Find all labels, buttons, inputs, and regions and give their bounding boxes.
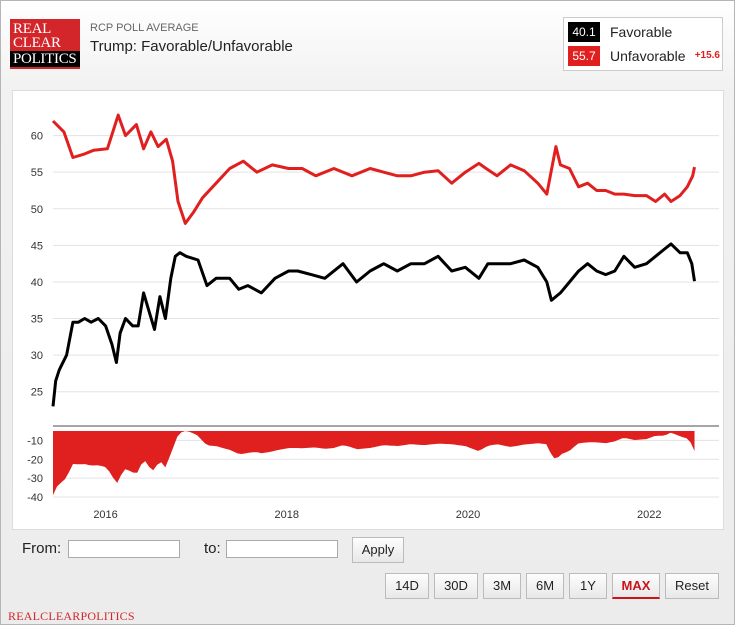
reset-button[interactable]: Reset [665, 573, 719, 599]
rcp-logo: REAL CLEAR POLITICS [10, 19, 80, 69]
chart-title: Trump: Favorable/Unfavorable [90, 38, 293, 55]
spread-tick-label: -20 [27, 454, 43, 466]
y-tick-label: 50 [31, 204, 43, 216]
range-14d-button[interactable]: 14D [385, 573, 429, 599]
x-tick-label: 2018 [275, 509, 299, 521]
legend-row-favorable[interactable]: 40.1 Favorable [568, 22, 720, 42]
range-max-button[interactable]: MAX [612, 573, 660, 599]
y-tick-label: 30 [31, 350, 43, 362]
date-controls: From: to: Apply 14D 30D 3M 6M 1Y MAX Res… [12, 531, 724, 604]
range-6m-button[interactable]: 6M [526, 573, 564, 599]
x-tick-label: 2016 [93, 509, 117, 521]
unfavorable-label: Unfavorable [610, 48, 686, 64]
y-tick-label: 40 [31, 277, 43, 289]
logo-line-2: CLEAR [13, 35, 61, 51]
unfavorable-value: 55.7 [568, 46, 600, 66]
y-tick-label: 60 [31, 131, 43, 143]
to-date-input[interactable] [226, 540, 338, 558]
to-label: to: [204, 540, 221, 557]
legend: 40.1 Favorable 55.7 Unfavorable +15.6 [563, 17, 723, 71]
legend-row-unfavorable[interactable]: 55.7 Unfavorable +15.6 [568, 46, 720, 66]
series-line-unfavorable [51, 113, 696, 225]
x-tick-label: 2020 [456, 509, 480, 521]
range-30d-button[interactable]: 30D [434, 573, 478, 599]
footer-brand: REALCLEARPOLITICS [8, 609, 135, 623]
favorable-label: Favorable [610, 24, 673, 40]
plot-area[interactable]: 25 30 35 40 45 50 55 60 -10 -20 -30 -40 2016 2018 2020… [12, 90, 724, 530]
spread-value: +15.6 [694, 50, 720, 61]
y-tick-label: 35 [31, 314, 43, 326]
x-tick-label: 2022 [637, 509, 661, 521]
line-chart[interactable]: 25 30 35 40 45 50 55 60 -10 -20 -30 -40 2016 2018 2020… [13, 91, 723, 529]
logo-line-3: POLITICS [10, 51, 80, 67]
spread-tick-label: -10 [27, 435, 43, 447]
series-line-favorable [51, 242, 696, 407]
y-tick-label: 55 [31, 167, 43, 179]
favorable-value: 40.1 [568, 22, 600, 42]
range-1y-button[interactable]: 1Y [569, 573, 607, 599]
spread-tick-label: -30 [27, 473, 43, 485]
spread-tick-label: -40 [27, 492, 43, 504]
chart-subtitle: RCP POLL AVERAGE [90, 22, 199, 34]
spread-area [53, 431, 695, 496]
y-tick-label: 25 [31, 387, 43, 399]
apply-button[interactable]: Apply [352, 537, 404, 563]
from-date-input[interactable] [68, 540, 180, 558]
from-label: From: [22, 540, 62, 557]
logo-line-1: REAL [13, 21, 51, 37]
range-3m-button[interactable]: 3M [483, 573, 521, 599]
y-tick-label: 45 [31, 240, 43, 252]
